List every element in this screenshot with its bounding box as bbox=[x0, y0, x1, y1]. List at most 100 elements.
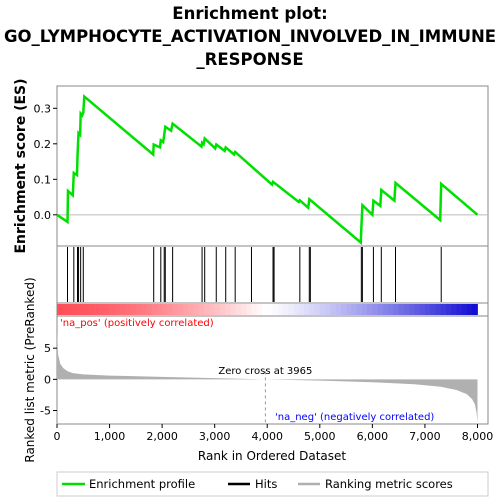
colorbar-segment bbox=[466, 304, 473, 315]
colorbar-segment bbox=[225, 304, 231, 315]
colorbar-segment bbox=[319, 304, 326, 315]
colorbar-segment bbox=[398, 304, 405, 315]
x-tick-label: 8,000 bbox=[462, 430, 494, 443]
colorbar-segment bbox=[340, 304, 347, 315]
colorbar-segment bbox=[382, 304, 389, 315]
colorbar-segment bbox=[451, 304, 457, 315]
metric-y-tick-label: 5 bbox=[44, 342, 51, 355]
hit-lines bbox=[67, 247, 442, 302]
legend-label-hits: Hits bbox=[255, 477, 277, 491]
x-axis-ticks: 0 1,000 2,000 3,000 4,000 5,000 6,000 7,000 8,00… bbox=[54, 424, 494, 443]
colorbar-segment bbox=[230, 304, 237, 315]
colorbar-segment bbox=[183, 304, 189, 315]
colorbar-segment bbox=[430, 304, 436, 315]
metric-y-ticks: -5 0 5 bbox=[40, 342, 57, 418]
colorbar-segment bbox=[393, 304, 400, 315]
colorbar-segment bbox=[204, 304, 210, 315]
legend-label-metric: Ranking metric scores bbox=[325, 477, 453, 491]
x-tick-label: 4,000 bbox=[251, 430, 283, 443]
colorbar-segment bbox=[120, 304, 126, 315]
metric-y-tick-label: 0 bbox=[44, 373, 51, 386]
colorbar-segment bbox=[219, 304, 226, 315]
x-tick-label: 3,000 bbox=[199, 430, 231, 443]
colorbar-segment bbox=[325, 304, 331, 315]
colorbar-segment bbox=[277, 304, 284, 315]
colorbar-segment bbox=[288, 304, 294, 315]
colorbar-segment bbox=[188, 304, 195, 315]
es-y-ticks: 0.0 0.1 0.2 0.3 bbox=[34, 102, 57, 222]
colorbar-segment bbox=[435, 304, 442, 315]
colorbar-segment bbox=[246, 304, 252, 315]
colorbar-segment bbox=[267, 304, 273, 315]
colorbar-segment bbox=[146, 304, 153, 315]
colorbar-segment bbox=[309, 304, 315, 315]
colorbar-segment bbox=[172, 304, 179, 315]
colorbar-segment bbox=[88, 304, 95, 315]
title-line-2: GO_LYMPHOCYTE_ACTIVATION_INVOLVED_IN_IMM… bbox=[3, 27, 497, 46]
x-tick-label: 0 bbox=[54, 430, 61, 443]
colorbar-segment bbox=[298, 304, 305, 315]
positive-label: 'na_pos' (positively correlated) bbox=[60, 318, 214, 329]
colorbar-segment bbox=[372, 304, 379, 315]
colorbar-segment bbox=[125, 304, 131, 315]
es-y-tick-label: 0.0 bbox=[34, 209, 52, 222]
es-y-tick-label: 0.1 bbox=[34, 173, 52, 186]
colorbar-segment bbox=[78, 304, 84, 315]
colorbar-segment bbox=[130, 304, 137, 315]
colorbar-segment bbox=[403, 304, 410, 315]
colorbar-segment bbox=[419, 304, 426, 315]
colorbar-segment bbox=[388, 304, 394, 315]
colorbar-segment bbox=[214, 304, 221, 315]
colorbar-segment bbox=[167, 304, 174, 315]
colorbar-segment bbox=[445, 304, 452, 315]
colorbar-segment bbox=[346, 304, 352, 315]
colorbar-segment bbox=[272, 304, 279, 315]
es-y-tick-label: 0.2 bbox=[34, 138, 52, 151]
legend-box bbox=[56, 471, 489, 497]
colorbar-segment bbox=[209, 304, 216, 315]
colorbar-segment bbox=[235, 304, 242, 315]
es-y-tick-label: 0.3 bbox=[34, 102, 52, 115]
colorbar-segment bbox=[456, 304, 463, 315]
x-tick-label: 5,000 bbox=[304, 430, 336, 443]
colorbar-segment bbox=[83, 304, 89, 315]
metric-y-axis-label: Ranked list metric (PreRanked) bbox=[23, 277, 37, 462]
colorbar-segment bbox=[72, 304, 79, 315]
colorbar-segment bbox=[135, 304, 142, 315]
colorbar-segment bbox=[335, 304, 342, 315]
x-tick-label: 2,000 bbox=[146, 430, 178, 443]
chart-title: Enrichment plot: GO_LYMPHOCYTE_ACTIVATIO… bbox=[0, 2, 500, 71]
es-y-axis-label: Enrichment score (ES) bbox=[13, 78, 29, 253]
es-panel-frame bbox=[56, 85, 489, 247]
colorbar-segment bbox=[261, 304, 268, 315]
colorbar-segment bbox=[114, 304, 121, 315]
colorbar-segment bbox=[293, 304, 300, 315]
colorbar-segment bbox=[351, 304, 357, 315]
colorbar-segment bbox=[109, 304, 116, 315]
colorbar-segment bbox=[377, 304, 384, 315]
colorbar-segment bbox=[314, 304, 321, 315]
colorbar-segment bbox=[356, 304, 363, 315]
x-axis-label: Rank in Ordered Dataset bbox=[198, 449, 346, 463]
legend-label-enrichment: Enrichment profile bbox=[89, 477, 195, 491]
colorbar-segment bbox=[67, 304, 74, 315]
colorbar-segment bbox=[361, 304, 368, 315]
colorbar-segment bbox=[198, 304, 205, 315]
colorbar-segment bbox=[93, 304, 100, 315]
colorbar-segment bbox=[62, 304, 68, 315]
title-line-3: _RESPONSE bbox=[196, 50, 304, 69]
enrichment-profile-line bbox=[56, 94, 479, 246]
colorbar-segment bbox=[472, 304, 478, 315]
metric-y-tick-label: -5 bbox=[40, 405, 51, 418]
colorbar-segment bbox=[193, 304, 200, 315]
colorbar-segment bbox=[104, 304, 110, 315]
colorbar-segment bbox=[414, 304, 421, 315]
colorbar-segment bbox=[251, 304, 258, 315]
colorbar-segment bbox=[304, 304, 310, 315]
rank-color-bar bbox=[57, 304, 478, 315]
colorbar-segment bbox=[330, 304, 336, 315]
colorbar-segment bbox=[240, 304, 247, 315]
colorbar-segment bbox=[151, 304, 158, 315]
colorbar-segment bbox=[367, 304, 373, 315]
